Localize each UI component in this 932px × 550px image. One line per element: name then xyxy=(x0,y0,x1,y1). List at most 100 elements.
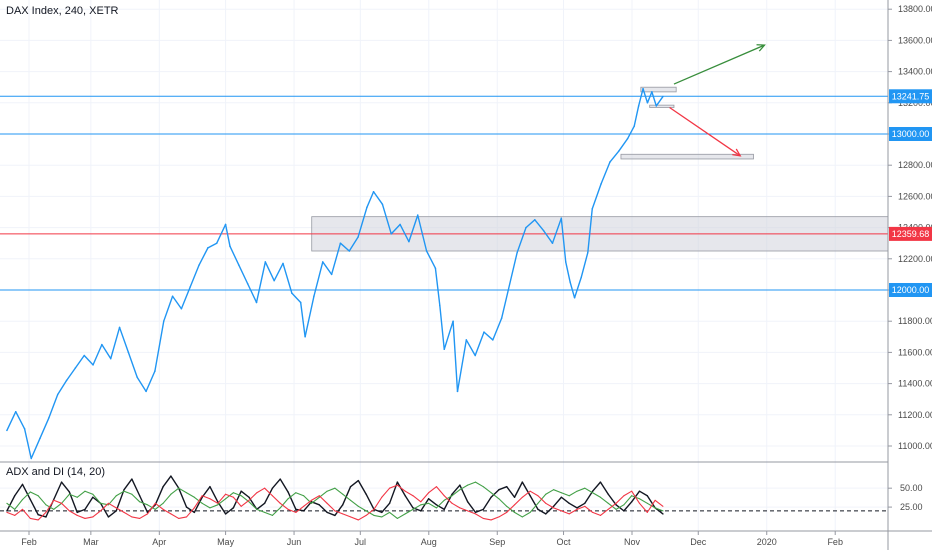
price-series xyxy=(6,88,664,460)
y-tick-label: 13800.00 xyxy=(898,4,932,14)
di-minus-segment xyxy=(404,490,414,497)
price-segment xyxy=(516,226,527,254)
zone-box xyxy=(620,153,754,160)
adx-segment xyxy=(623,501,633,512)
adx-segment xyxy=(76,508,86,514)
di-minus-segment xyxy=(303,499,313,507)
di-plus-segment xyxy=(365,510,375,516)
price-segment xyxy=(299,301,306,338)
di-minus-segment xyxy=(498,511,508,518)
adx-segment xyxy=(638,490,649,497)
price-segment xyxy=(282,262,293,294)
di-minus-segment xyxy=(14,508,24,516)
adx-segment xyxy=(29,498,39,516)
price-segment xyxy=(39,417,50,439)
price-segment xyxy=(322,261,333,276)
price-segment xyxy=(642,88,649,104)
x-tick-label: Apr xyxy=(152,537,166,547)
di-plus-segment xyxy=(389,511,398,519)
di-plus-segment xyxy=(334,487,344,495)
di-minus-segment xyxy=(53,499,63,504)
price-segment xyxy=(569,281,576,299)
di-plus-segment xyxy=(185,492,195,498)
di-minus-segment xyxy=(84,516,94,519)
di-minus-segment xyxy=(553,507,562,512)
di-plus-segment xyxy=(474,481,484,488)
di-minus-segment xyxy=(412,495,422,503)
projection-arrows xyxy=(669,44,766,157)
di-plus-segment xyxy=(139,501,149,506)
di-plus-segment xyxy=(404,508,414,515)
di-minus-segment xyxy=(654,499,664,507)
di-minus-segment xyxy=(264,487,273,497)
time-scale[interactable]: Feb Mar Apr May Jun Jul Aug Sep Oct Nov Dec 2020 Feb xyxy=(21,531,843,547)
indicator-scale[interactable]: 25.00 50.00 xyxy=(888,483,923,512)
adx-segment xyxy=(193,496,203,514)
price-segment xyxy=(443,320,454,350)
di-plus-segment xyxy=(170,487,180,495)
di-minus-segment xyxy=(295,505,305,513)
di-plus-segment xyxy=(373,514,383,518)
price-segment xyxy=(273,262,284,282)
di-minus-segment xyxy=(576,505,586,510)
di-minus-segment xyxy=(123,511,133,518)
di-plus-segment xyxy=(178,487,188,494)
di-minus-segment xyxy=(248,492,258,501)
indicator-grid xyxy=(0,487,888,512)
adx-segment xyxy=(357,479,367,495)
price-segment xyxy=(465,339,476,357)
adx-segment xyxy=(342,485,352,506)
di-plus-segment xyxy=(592,492,601,498)
price-segment xyxy=(229,245,240,266)
price-segment xyxy=(145,370,156,393)
adx-segment xyxy=(60,481,71,493)
di-plus-segment xyxy=(68,493,78,498)
horizontal-levels xyxy=(0,95,888,291)
adx-segment xyxy=(506,485,516,498)
di-plus-segment xyxy=(560,492,570,497)
y-tick-label: 11200.00 xyxy=(898,410,932,420)
price-segment xyxy=(238,264,249,285)
adx-segment xyxy=(201,485,211,498)
adx-segment xyxy=(170,475,180,489)
price-segment xyxy=(372,191,384,205)
di-plus-segment xyxy=(232,492,242,497)
zone-box xyxy=(649,104,675,108)
di-minus-segment xyxy=(568,508,578,515)
x-tick-label: Oct xyxy=(557,537,572,547)
di-minus-segment xyxy=(428,486,437,494)
adx-segment xyxy=(287,491,297,511)
di-plus-segment xyxy=(568,490,578,497)
di-minus-segment xyxy=(592,511,601,516)
di-plus-segment xyxy=(217,498,227,506)
di-minus-segment xyxy=(490,516,500,521)
adx-segment xyxy=(584,490,594,505)
di-plus-segment xyxy=(349,499,359,507)
di-plus-segment xyxy=(482,486,492,494)
adx-segment xyxy=(224,507,235,515)
di-plus-segment xyxy=(459,484,469,491)
adx-segment xyxy=(232,490,242,509)
di-plus-segment xyxy=(584,487,594,494)
price-segment xyxy=(48,393,59,419)
adx-segment xyxy=(178,487,188,508)
di-minus-segment xyxy=(6,511,16,516)
di-plus-segment xyxy=(53,502,63,510)
di-minus-segment xyxy=(443,495,453,504)
di-minus-segment xyxy=(474,513,484,519)
di-plus-segment xyxy=(131,493,141,503)
di-plus-segment xyxy=(84,490,94,495)
arrow-head xyxy=(732,148,742,157)
adx-segment xyxy=(326,511,336,517)
arrow-head xyxy=(756,44,766,52)
di-minus-segment xyxy=(357,514,367,521)
di-minus-segment xyxy=(631,490,641,504)
adx-segment xyxy=(607,493,617,506)
price-segment xyxy=(591,183,602,210)
adx-segment xyxy=(271,478,281,489)
adx-segment xyxy=(599,481,609,495)
di-plus-segment xyxy=(638,498,648,504)
price-segment xyxy=(417,214,428,252)
price-segment xyxy=(171,295,183,310)
